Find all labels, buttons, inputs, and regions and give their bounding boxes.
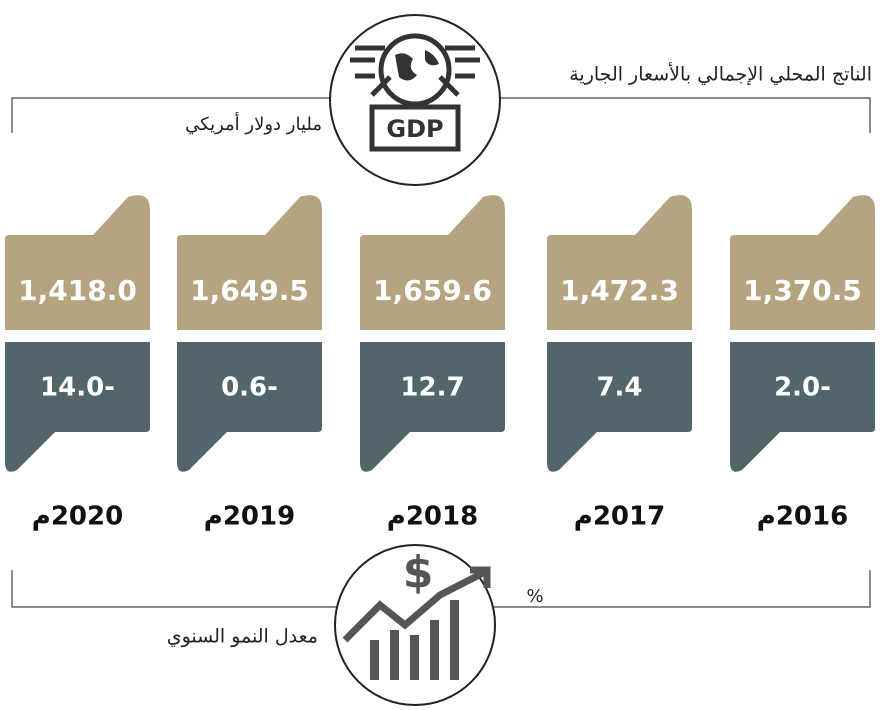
growth-icon: $ [334,544,496,706]
growth-card [360,342,505,472]
dollar-sign: $ [403,547,434,598]
footer-title: معدل النمو السنوي [167,626,318,648]
year-label: 2016م [757,502,848,532]
globe [378,33,452,107]
box [369,104,461,152]
growth-card [547,342,692,472]
bars [370,600,459,680]
growth-value: 14.0- [40,373,115,403]
gdp-value: 1,370.5 [743,274,862,307]
gdp-card [360,195,505,330]
growth-value: 7.4 [596,373,642,403]
year-label: 2018م [387,502,478,532]
gdp-card [5,195,150,330]
gdp-icon: GDP [329,14,501,186]
gdp-value: 1,649.5 [190,274,309,307]
gdp-value: 1,418.0 [18,274,137,307]
year-label: 2017م [574,502,665,532]
growth-value: 2.0- [774,373,831,403]
gdp-value: 1,659.6 [373,274,492,307]
footer-unit: % [526,586,543,607]
year-label: 2019م [204,502,295,532]
gdp-card [730,195,875,330]
icon-circle [329,14,501,186]
box-flaps [370,75,460,97]
header-title: الناتج المحلي الإجمالي بالأسعار الجارية [569,63,872,86]
growth-card [730,342,875,472]
growth-value: 12.7 [400,373,464,403]
gdp-card [177,195,322,330]
growth-value: 0.6- [221,373,278,403]
continents [395,50,439,81]
gdp-value: 1,472.3 [560,274,679,307]
growth-card [177,342,322,472]
cards: 1,418.0 14.0- 2020م 1,649.5 0.6- 2019م 1,659.6… [5,195,875,532]
growth-card [5,342,150,472]
year-label: 2020م [32,502,123,532]
trend-line [342,568,487,643]
gdp-card [547,195,692,330]
header-unit: مليار دولار أمريكي [185,112,322,135]
speed-lines [350,45,480,79]
icon-label: GDP [386,115,443,143]
arrow-head [470,566,491,588]
